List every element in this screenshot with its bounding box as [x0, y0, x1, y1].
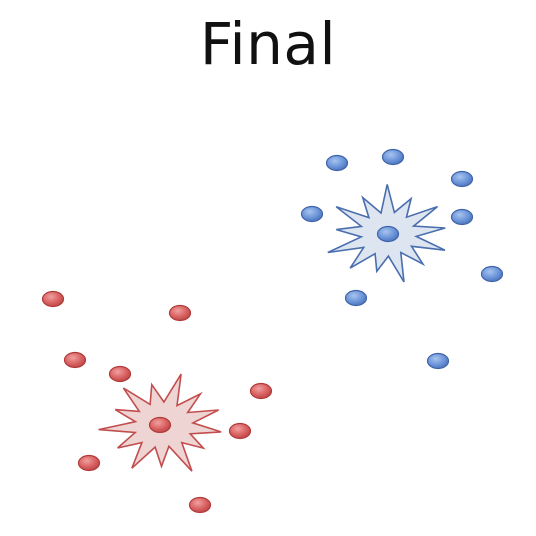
red-data-point	[63, 351, 87, 369]
red-data-point	[249, 382, 273, 400]
red-data-point	[188, 496, 212, 514]
red-data-point	[228, 422, 252, 440]
figure-title: Final	[199, 10, 337, 78]
blue-data-point	[300, 205, 324, 223]
red-data-point	[108, 365, 132, 383]
blue-data-point	[344, 289, 368, 307]
red-centroid-point	[148, 416, 172, 434]
red-data-point	[77, 454, 101, 472]
blue-data-point	[450, 170, 474, 188]
blue-data-point	[381, 148, 405, 166]
blue-centroid-point	[376, 225, 400, 243]
blue-data-point	[426, 352, 450, 370]
red-data-point	[41, 290, 65, 308]
blue-data-point	[480, 265, 504, 283]
blue-data-point	[325, 154, 349, 172]
blue-data-point	[450, 208, 474, 226]
red-data-point	[168, 304, 192, 322]
